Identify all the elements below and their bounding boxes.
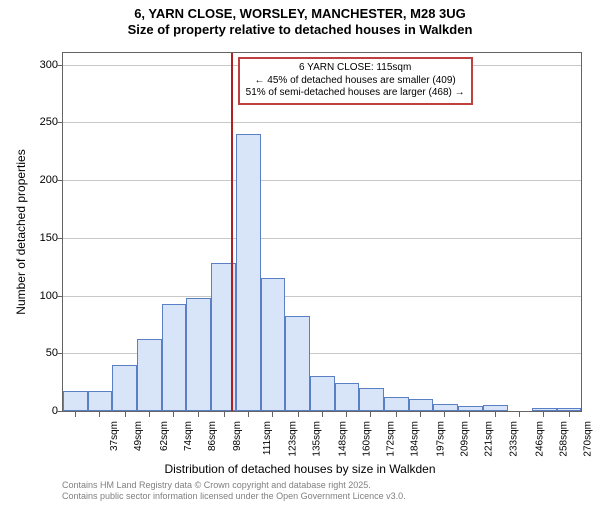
x-tick-mark [519, 412, 520, 417]
footer-line-1: Contains HM Land Registry data © Crown c… [62, 480, 406, 491]
histogram-bar [137, 339, 162, 411]
histogram-bar [261, 278, 286, 411]
indicator-line [231, 53, 233, 411]
x-tick-mark [75, 412, 76, 417]
histogram-bar [384, 397, 409, 411]
x-tick-label: 37sqm [109, 421, 120, 451]
x-tick-mark [322, 412, 323, 417]
histogram-bar [88, 391, 113, 411]
histogram-bar [433, 404, 458, 411]
histogram-bar [359, 388, 384, 411]
x-tick-mark [569, 412, 570, 417]
x-tick-mark [543, 412, 544, 417]
gridline [63, 296, 581, 297]
y-tick-mark [57, 65, 62, 66]
x-tick-label: 86sqm [207, 421, 218, 451]
x-tick-mark [149, 412, 150, 417]
x-tick-mark [99, 412, 100, 417]
x-tick-label: 270sqm [582, 421, 593, 457]
x-axis-label: Distribution of detached houses by size … [0, 462, 600, 476]
x-tick-label: 123sqm [287, 421, 298, 457]
annotation-box: 6 YARN CLOSE: 115sqm← 45% of detached ho… [238, 57, 473, 105]
plot-area: 6 YARN CLOSE: 115sqm← 45% of detached ho… [62, 52, 582, 412]
y-tick-label: 0 [18, 405, 58, 417]
histogram-bar [483, 405, 508, 411]
x-tick-label: 233sqm [508, 421, 519, 457]
y-tick-label: 100 [18, 290, 58, 302]
footer-attribution: Contains HM Land Registry data © Crown c… [62, 480, 406, 502]
x-tick-mark [495, 412, 496, 417]
x-tick-label: 135sqm [311, 421, 322, 457]
x-tick-label: 148sqm [337, 421, 348, 457]
x-tick-mark [198, 412, 199, 417]
x-tick-label: 197sqm [436, 421, 447, 457]
x-tick-label: 184sqm [410, 421, 421, 457]
histogram-bar [285, 316, 310, 411]
annotation-line-2: ← 45% of detached houses are smaller (40… [246, 75, 465, 88]
chart-title-sub: Size of property relative to detached ho… [0, 22, 600, 37]
y-tick-mark [57, 353, 62, 354]
x-tick-label: 172sqm [386, 421, 397, 457]
gridline [63, 180, 581, 181]
y-tick-mark [57, 411, 62, 412]
x-tick-label: 221sqm [484, 421, 495, 457]
x-tick-mark [346, 412, 347, 417]
y-tick-mark [57, 296, 62, 297]
histogram-bar [162, 304, 187, 411]
y-tick-mark [57, 122, 62, 123]
x-tick-mark [272, 412, 273, 417]
x-tick-label: 62sqm [159, 421, 170, 451]
y-tick-mark [57, 180, 62, 181]
x-tick-label: 246sqm [534, 421, 545, 457]
x-tick-mark [125, 412, 126, 417]
gridline [63, 122, 581, 123]
annotation-line-3: 51% of semi-detached houses are larger (… [246, 87, 465, 100]
histogram-bar [236, 134, 261, 411]
x-tick-mark [370, 412, 371, 417]
x-tick-mark [298, 412, 299, 417]
y-tick-label: 300 [18, 59, 58, 71]
x-tick-mark [469, 412, 470, 417]
histogram-bar [557, 408, 581, 411]
x-tick-mark [224, 412, 225, 417]
histogram-bar [112, 365, 137, 411]
x-tick-mark [396, 412, 397, 417]
histogram-bar [63, 391, 88, 411]
x-tick-mark [173, 412, 174, 417]
x-tick-label: 98sqm [232, 421, 243, 451]
x-tick-label: 74sqm [183, 421, 194, 451]
x-tick-mark [248, 412, 249, 417]
histogram-bar [458, 406, 483, 411]
chart-title-main: 6, YARN CLOSE, WORSLEY, MANCHESTER, M28 … [0, 6, 600, 21]
histogram-bar [310, 376, 335, 411]
histogram-bar [186, 298, 211, 411]
y-tick-mark [57, 238, 62, 239]
x-tick-label: 160sqm [362, 421, 373, 457]
gridline [63, 238, 581, 239]
y-tick-label: 50 [18, 347, 58, 359]
histogram-bar [532, 408, 557, 411]
histogram-bar [335, 383, 360, 411]
y-tick-label: 150 [18, 232, 58, 244]
x-tick-label: 209sqm [460, 421, 471, 457]
annotation-line-1: 6 YARN CLOSE: 115sqm [246, 62, 465, 75]
x-tick-label: 111sqm [262, 421, 273, 455]
x-tick-mark [444, 412, 445, 417]
x-tick-label: 49sqm [133, 421, 144, 451]
y-tick-label: 250 [18, 116, 58, 128]
x-tick-label: 258sqm [558, 421, 569, 457]
x-tick-mark [420, 412, 421, 417]
y-tick-label: 200 [18, 174, 58, 186]
histogram-bar [409, 399, 434, 411]
